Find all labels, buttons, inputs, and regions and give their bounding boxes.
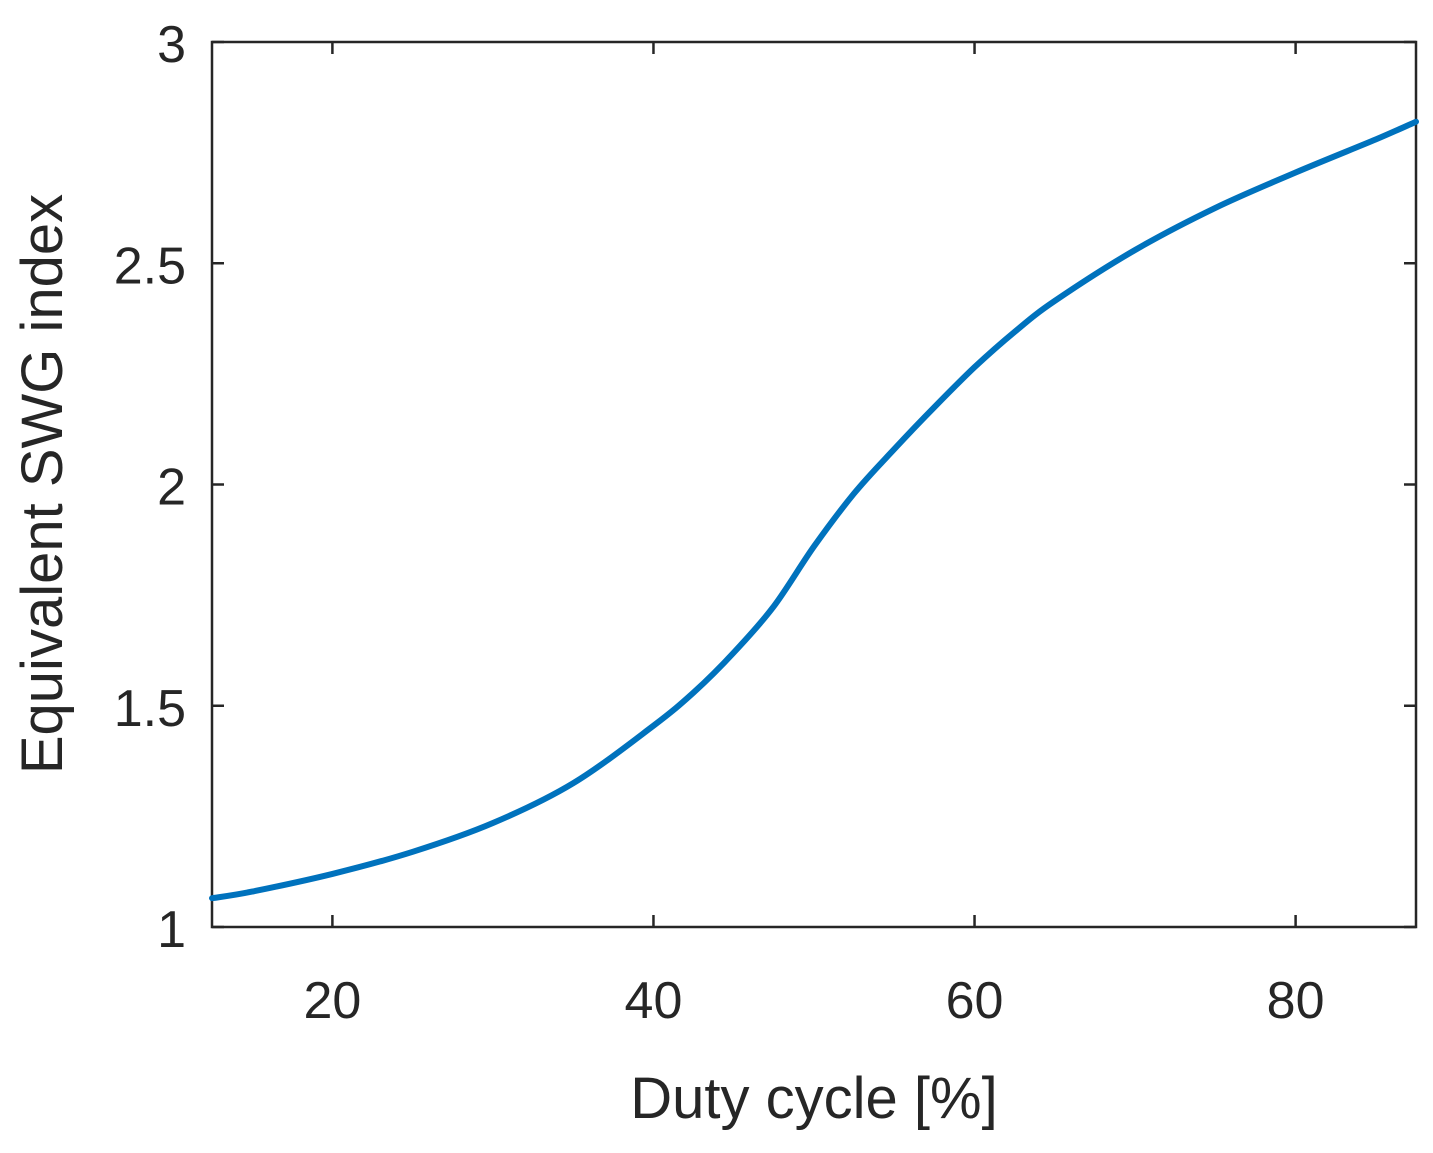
x-tick-label: 20 — [303, 972, 361, 1030]
series-layer — [209, 118, 1419, 902]
x-tick-label: 80 — [1267, 972, 1325, 1030]
x-tick-label: 40 — [625, 972, 683, 1030]
x-tick-label: 60 — [946, 972, 1004, 1030]
y-tick-label: 2 — [157, 459, 186, 517]
axes-box — [210, 40, 1418, 929]
tick-marks — [212, 40, 1416, 929]
y-tick-label: 1.5 — [114, 680, 186, 738]
y-tick-label: 2.5 — [114, 237, 186, 295]
y-tick-label: 1 — [157, 901, 186, 959]
y-tick-label: 3 — [157, 16, 186, 74]
series-line-0 — [209, 118, 1419, 902]
y-axis-label: Equivalent SWG index — [10, 194, 75, 774]
tick-labels: 20 40 60 80 1 1.5 2 2.5 3 — [114, 16, 1325, 1030]
x-axis-label: Duty cycle [%] — [630, 1066, 997, 1131]
plot-area: 20 40 60 80 1 1.5 2 2.5 3 — [114, 16, 1419, 1030]
